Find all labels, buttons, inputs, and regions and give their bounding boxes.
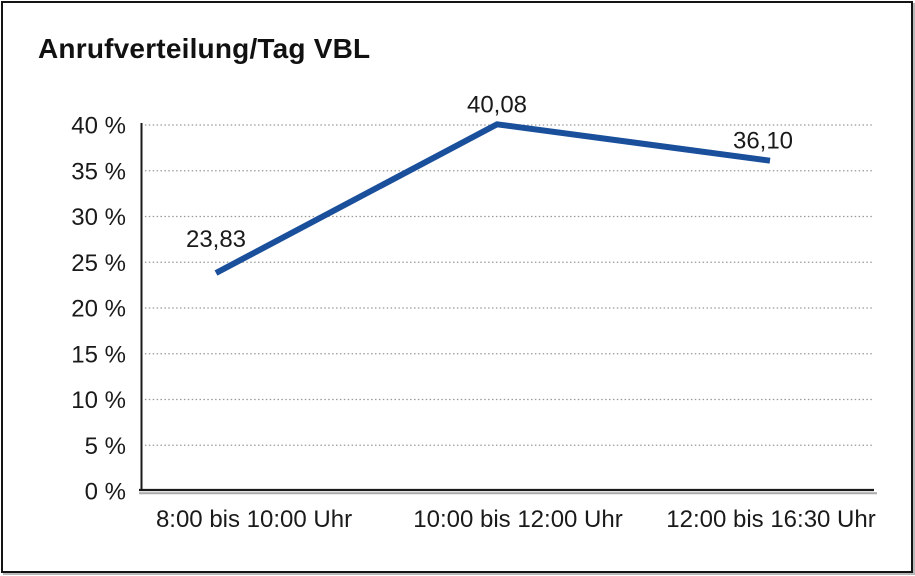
data-series-group (214, 121, 771, 276)
axes-group (139, 123, 877, 495)
y-tick-label: 10 % (71, 387, 126, 414)
data-point-label: 36,10 (733, 128, 793, 155)
labels-group: 0 % 5 % 10 % 15 % 20 % 25 % 30 % 35 % 40 % 8:00 b… (71, 91, 875, 533)
data-line (214, 121, 771, 276)
y-tick-label: 35 % (71, 158, 126, 185)
chart-title: Anrufverteilung/Tag VBL (38, 33, 371, 64)
data-point-label: 23,83 (186, 226, 246, 253)
x-category-label: 10:00 bis 12:00 Uhr (413, 506, 622, 533)
y-tick-label: 30 % (71, 204, 126, 231)
x-category-label: 8:00 bis 10:00 Uhr (156, 506, 352, 533)
y-tick-label: 20 % (71, 296, 126, 323)
gridlines-group (141, 124, 873, 446)
y-tick-label: 5 % (85, 433, 126, 460)
y-tick-label: 25 % (71, 250, 126, 277)
y-tick-label: 15 % (71, 341, 126, 368)
data-point-label: 40,08 (467, 91, 527, 118)
x-category-label: 12:00 bis 16:30 Uhr (666, 506, 875, 533)
y-tick-label: 0 % (85, 479, 126, 506)
y-tick-label: 40 % (71, 113, 126, 140)
